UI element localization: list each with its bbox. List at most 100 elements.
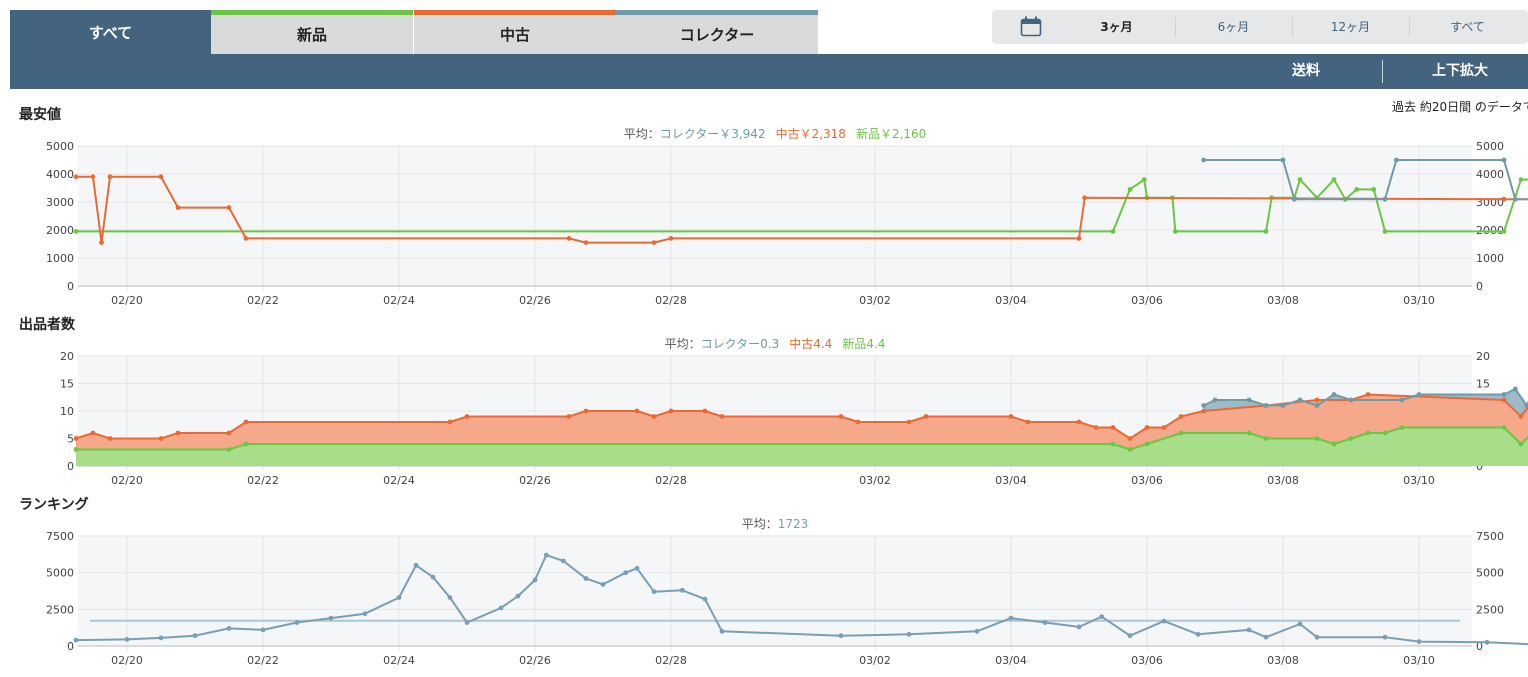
average-value: 新品4.4 <box>842 336 885 351</box>
tab-0[interactable]: すべて <box>10 10 211 54</box>
data-point <box>923 414 929 419</box>
y-tick-label-right: 2500 <box>1476 603 1504 616</box>
x-tick-label: 03/10 <box>1403 474 1435 487</box>
sellers-chart-title: 出品者数 <box>19 317 75 333</box>
average-value: コレクター￥3,942 <box>660 127 766 141</box>
data-point <box>1141 177 1147 182</box>
tab-3[interactable]: コレクター <box>616 10 818 54</box>
x-tick-label: 03/06 <box>1131 654 1163 667</box>
average-summary: 平均：コレクター0.3 中古4.4 新品4.4 <box>665 336 886 351</box>
y-tick-label-right: 15 <box>1476 378 1490 391</box>
range-option-2[interactable]: 12ヶ月 <box>1330 20 1371 34</box>
plot-background <box>78 536 1472 646</box>
data-point <box>1076 236 1082 241</box>
data-point <box>158 436 164 441</box>
data-point <box>90 174 96 180</box>
data-point <box>1195 631 1201 637</box>
tab-1[interactable]: 新品 <box>211 10 413 54</box>
data-point <box>260 627 266 633</box>
data-point <box>1416 639 1422 644</box>
data-point <box>1382 430 1388 436</box>
data-point <box>515 593 521 599</box>
y-tick-label-right: 1000 <box>1476 252 1504 265</box>
x-tick-label: 02/26 <box>519 474 551 487</box>
y-tick-label-left: 20 <box>60 350 74 363</box>
x-tick-label: 03/08 <box>1267 474 1299 487</box>
x-tick-label: 03/08 <box>1267 294 1299 307</box>
y-tick-label-right: 5000 <box>1476 567 1504 580</box>
x-tick-label: 02/26 <box>519 654 551 667</box>
range-separator <box>1175 17 1176 37</box>
y-tick-label-right: 5000 <box>1476 140 1504 153</box>
range-option-3[interactable]: すべて <box>1450 20 1485 34</box>
ranking-chart-title: ランキング <box>19 497 89 513</box>
data-point <box>719 628 725 634</box>
data-point <box>1144 441 1150 447</box>
data-point <box>1365 430 1371 436</box>
toolbar: 送料 上下拡大 <box>10 54 1528 89</box>
data-point <box>1280 403 1286 408</box>
data-point <box>73 174 79 180</box>
data-point <box>1178 414 1184 419</box>
data-point <box>464 620 470 625</box>
data-point <box>243 419 249 425</box>
data-point <box>651 589 657 595</box>
data-point <box>906 631 912 637</box>
data-point <box>560 558 566 564</box>
data-point <box>294 620 300 625</box>
y-tick-label-left: 2500 <box>46 603 74 616</box>
data-point <box>1127 187 1133 192</box>
tab-2[interactable]: 中古 <box>414 10 616 54</box>
data-point <box>362 611 368 617</box>
data-point <box>1110 229 1116 234</box>
data-point <box>1348 436 1354 441</box>
data-point <box>1099 614 1105 620</box>
data-point <box>1178 430 1184 436</box>
x-tick-label: 03/02 <box>859 654 891 667</box>
data-point <box>1025 419 1031 425</box>
range-option-1[interactable]: 6ヶ月 <box>1217 20 1250 34</box>
average-value: 新品￥2,160 <box>856 126 926 141</box>
data-point <box>1201 403 1207 408</box>
data-point <box>1172 229 1178 234</box>
data-point <box>1082 195 1088 201</box>
data-point <box>175 430 181 436</box>
data-point <box>566 236 572 241</box>
data-point <box>1110 425 1116 430</box>
data-point <box>1093 425 1099 430</box>
average-prefix: 平均： <box>665 337 701 351</box>
shipping-button[interactable]: 送料 <box>1292 63 1320 79</box>
data-point <box>124 637 130 642</box>
data-point <box>1314 403 1320 408</box>
period-note: 過去 約20日間 のデータです <box>1392 100 1528 114</box>
data-point <box>1512 196 1518 202</box>
y-tick-label-left: 2000 <box>46 224 74 237</box>
x-tick-label: 02/26 <box>519 294 551 307</box>
data-point <box>1331 392 1337 397</box>
y-tick-label-right: 4000 <box>1476 168 1504 181</box>
data-point <box>73 447 79 452</box>
data-point <box>1008 414 1014 419</box>
average-prefix: 平均： <box>742 517 778 531</box>
series-line <box>76 178 1528 233</box>
y-tick-label-left: 7500 <box>46 530 74 543</box>
zoom-button[interactable]: 上下拡大 <box>1432 63 1488 79</box>
data-point <box>1331 177 1337 182</box>
range-option-0[interactable]: 3ヶ月 <box>1100 20 1133 34</box>
data-point <box>1371 187 1377 192</box>
average-value: 中古￥2,318 <box>776 126 846 141</box>
calendar-icon[interactable] <box>1020 16 1042 38</box>
y-tick-label-left: 0 <box>67 640 74 653</box>
data-point <box>1314 436 1320 441</box>
x-tick-label: 02/22 <box>247 654 279 667</box>
y-tick-label-left: 5000 <box>46 567 74 580</box>
data-point <box>447 419 453 425</box>
data-point <box>1161 425 1167 430</box>
data-point <box>1297 621 1303 627</box>
data-point <box>1201 157 1207 163</box>
data-point <box>583 240 589 245</box>
y-tick-label-right: 3000 <box>1476 196 1504 209</box>
data-point <box>855 419 861 425</box>
average-prefix: 平均： <box>624 127 660 141</box>
